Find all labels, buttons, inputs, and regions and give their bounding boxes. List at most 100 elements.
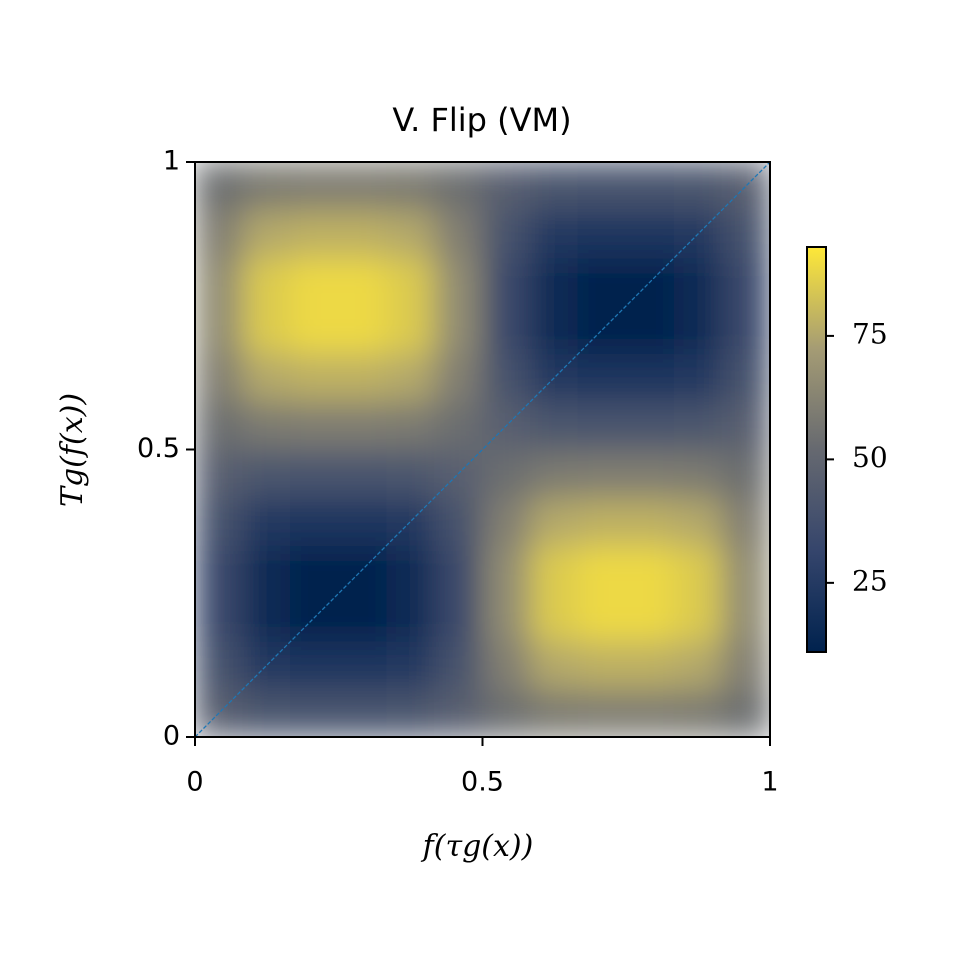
heatmap-cell <box>482 353 531 403</box>
heatmap-cell <box>290 353 340 403</box>
heatmap-cell <box>529 401 579 450</box>
heatmap-cell <box>195 496 244 546</box>
heatmap-cell <box>338 209 388 259</box>
heatmap-cell <box>242 401 292 450</box>
heatmap-cell <box>482 496 531 546</box>
heatmap-cell <box>386 353 436 403</box>
heatmap-cell <box>482 305 531 355</box>
heatmap-cell <box>386 592 436 642</box>
y-tick-label: 1 <box>163 146 180 177</box>
heatmap-cell <box>625 305 675 355</box>
heatmap-cell <box>290 544 340 594</box>
heatmap-cell <box>338 257 388 307</box>
heatmap-cell <box>434 209 483 259</box>
heatmap-cell <box>386 544 436 594</box>
heatmap-cell <box>386 305 436 355</box>
heatmap-cell <box>721 544 770 594</box>
colorbar-tick-label: 25 <box>852 564 888 597</box>
heatmap-cell <box>673 401 723 450</box>
heatmap-cell <box>434 257 483 307</box>
x-axis-label: f(τg(x)) <box>421 829 534 864</box>
heatmap-cell <box>721 209 770 259</box>
heatmap-cell <box>290 209 340 259</box>
heatmap-cell <box>673 449 723 498</box>
heatmap-cell <box>195 257 244 307</box>
colorbar-tick-label: 50 <box>852 441 888 474</box>
y-tick-label: 0.5 <box>137 433 180 464</box>
heatmap-cell <box>434 640 483 690</box>
heatmap-cell <box>673 305 723 355</box>
heatmap-cell <box>242 640 292 690</box>
heatmap-cell <box>529 162 579 211</box>
heatmap-cell <box>625 449 675 498</box>
colorbar <box>806 246 827 653</box>
heatmap-cell <box>386 209 436 259</box>
heatmap-cell <box>195 305 244 355</box>
heatmap-cell <box>482 544 531 594</box>
heatmap-cell <box>721 592 770 642</box>
heatmap-cell <box>482 592 531 642</box>
x-tick-label: 0.5 <box>461 767 504 798</box>
heatmap-cell <box>195 544 244 594</box>
heatmap-cell <box>434 401 483 450</box>
heatmap-cell <box>434 305 483 355</box>
heatmap-cell <box>529 496 579 546</box>
heatmap-cell <box>242 496 292 546</box>
heatmap-cell <box>529 209 579 259</box>
heatmap-cell <box>290 305 340 355</box>
heatmap-cell <box>386 688 436 737</box>
heatmap-cell <box>577 640 627 690</box>
heatmap-cell <box>290 496 340 546</box>
heatmap-cell <box>577 592 627 642</box>
heatmap-cell <box>386 640 436 690</box>
heatmap-cell <box>577 401 627 450</box>
heatmap-cell <box>482 209 531 259</box>
heatmap-cell <box>195 401 244 450</box>
heatmap-cell <box>482 257 531 307</box>
heatmap-cell <box>529 257 579 307</box>
heatmap-cell <box>338 592 388 642</box>
chart-title: V. Flip (VM) <box>392 101 571 139</box>
heatmap-cell <box>434 496 483 546</box>
heatmap-cell <box>290 257 340 307</box>
heatmap-cell <box>338 496 388 546</box>
x-tick-label: 1 <box>761 767 778 798</box>
heatmap-cell <box>577 162 627 211</box>
heatmap-cell <box>338 640 388 690</box>
x-tick-label: 0 <box>186 767 203 798</box>
heatmap-cell <box>721 305 770 355</box>
heatmap-cell <box>338 449 388 498</box>
heatmap-cell <box>338 162 388 211</box>
heatmap-cell <box>386 162 436 211</box>
heatmap-cell <box>242 162 292 211</box>
heatmap-cell <box>529 449 579 498</box>
heatmap-cell <box>625 162 675 211</box>
heatmap-cell <box>195 592 244 642</box>
heatmap-cell <box>434 592 483 642</box>
heatmap-cell <box>673 592 723 642</box>
heatmap-cell <box>290 401 340 450</box>
heatmap-cell <box>338 688 388 737</box>
heatmap-cell <box>721 688 770 737</box>
heatmap-cell <box>290 688 340 737</box>
heatmap-cell <box>434 353 483 403</box>
heatmap-cell <box>386 257 436 307</box>
heatmap-cell <box>673 640 723 690</box>
heatmap-cell <box>577 449 627 498</box>
heatmap-cell <box>242 592 292 642</box>
heatmap-cell <box>577 688 627 737</box>
heatmap-cell <box>482 162 531 211</box>
heatmap-cell <box>625 640 675 690</box>
heatmap-cell <box>386 449 436 498</box>
heatmap-cell <box>577 209 627 259</box>
heatmap-cell <box>673 353 723 403</box>
heatmap-cell <box>195 353 244 403</box>
heatmap-cell <box>195 209 244 259</box>
heatmap-cell <box>529 305 579 355</box>
heatmap-cell <box>242 544 292 594</box>
heatmap-cell <box>434 544 483 594</box>
heatmap-cell <box>195 640 244 690</box>
y-tick-label: 0 <box>163 721 180 752</box>
heatmap-cell <box>338 401 388 450</box>
heatmap-cell <box>195 162 244 211</box>
